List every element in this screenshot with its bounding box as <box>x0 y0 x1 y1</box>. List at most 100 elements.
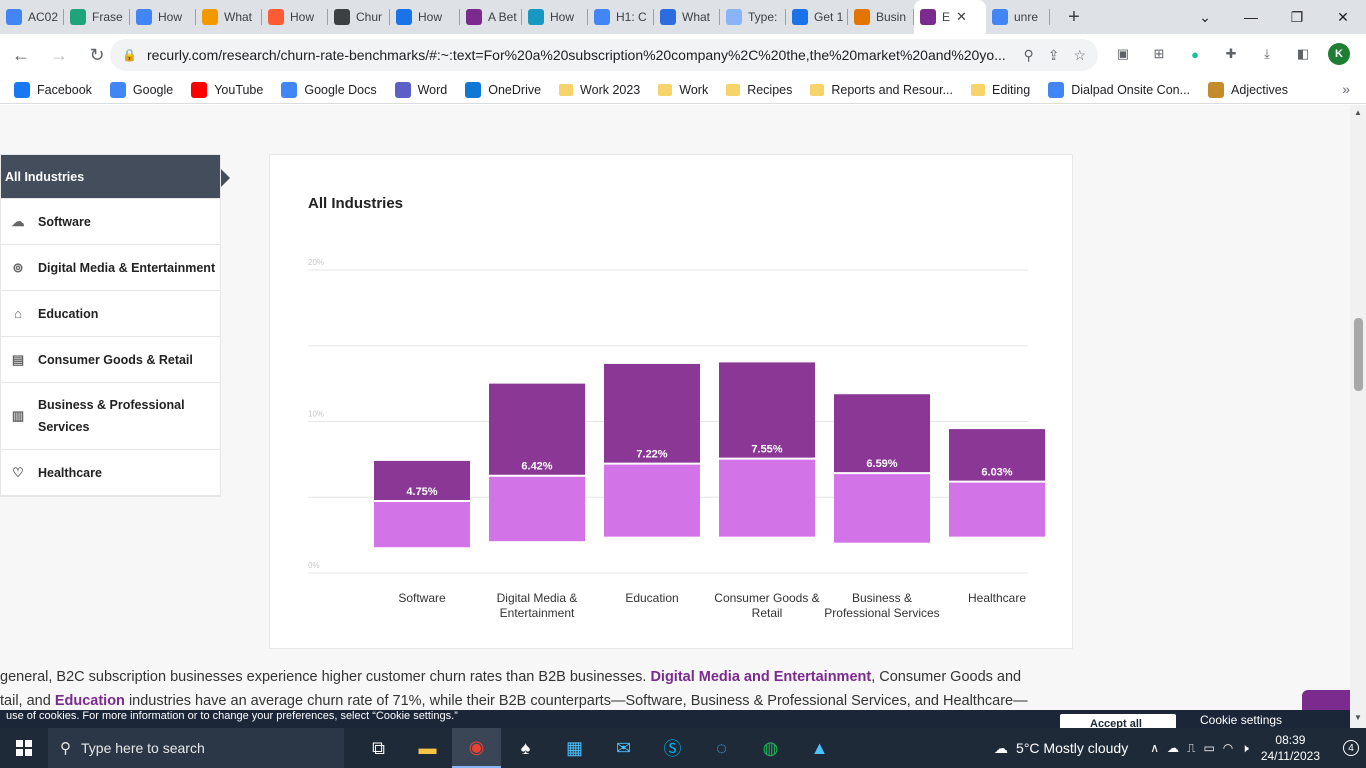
zoom-icon[interactable]: ⚲ <box>1023 46 1034 63</box>
cloudy-weather-icon: ☁ <box>994 739 1009 756</box>
minimize-button[interactable]: — <box>1244 9 1258 25</box>
bookmark-item[interactable]: YouTube <box>191 81 263 98</box>
scrollbar-thumb[interactable] <box>1354 318 1363 391</box>
profile-avatar[interactable]: K <box>1328 43 1350 65</box>
sidebar-item-software[interactable]: ☁ Software <box>1 199 220 245</box>
browser-tab[interactable]: E ✕ <box>914 0 986 34</box>
url-text[interactable]: recurly.com/research/churn-rate-benchmar… <box>146 47 1006 63</box>
bookmarks-overflow-icon[interactable]: » <box>1342 81 1350 97</box>
weather-widget[interactable]: ☁ 5°C Mostly cloudy <box>994 740 1128 757</box>
taskbar-search[interactable]: ⚲ Type here to search <box>48 728 344 768</box>
bookmark-label: Editing <box>991 82 1031 97</box>
browser-tab[interactable]: Chur <box>328 0 390 34</box>
wifi-icon[interactable]: ◠ <box>1222 740 1234 755</box>
extension-grey-icon[interactable]: ⊞ <box>1153 46 1165 61</box>
bookmark-item[interactable]: Dialpad Onsite Con... <box>1048 81 1190 98</box>
browser-tab[interactable]: How <box>522 0 588 34</box>
microsoft-store-icon[interactable]: ▦ <box>565 737 583 758</box>
accept-cookies-button[interactable]: Accept all <box>1060 714 1176 728</box>
volume-muted-icon[interactable]: 🕨 <box>1241 740 1249 755</box>
close-tab-icon[interactable]: ✕ <box>956 9 967 24</box>
browser-tab[interactable]: Type: <box>720 0 786 34</box>
sidebar-item-all-industries[interactable]: All Industries <box>1 155 220 199</box>
battery-icon[interactable]: ▭ <box>1203 740 1215 755</box>
browser-tab[interactable]: H1: C <box>588 0 654 34</box>
digital-media-link[interactable]: Digital Media and Entertainment <box>650 669 872 685</box>
edge-icon[interactable]: ◌ <box>716 737 727 758</box>
skype-icon[interactable]: Ⓢ <box>663 739 682 759</box>
puzzle-icon[interactable]: ✚ <box>1225 46 1237 61</box>
grammarly-icon[interactable]: ● <box>1191 46 1199 62</box>
chat-widget-tab[interactable] <box>1302 690 1350 710</box>
back-button[interactable]: ← <box>12 44 30 65</box>
chart-title: All Industries <box>308 195 404 212</box>
usb-icon[interactable]: ⎍ <box>1187 740 1196 755</box>
sidebar-item-healthcare[interactable]: ♡ Healthcare <box>1 450 220 496</box>
hubspot-icon <box>268 9 284 25</box>
address-bar[interactable]: 🔒 recurly.com/research/churn-rate-benchm… <box>110 39 1098 71</box>
bookmark-label: Work <box>679 82 709 97</box>
bookmark-item[interactable]: Recipes <box>726 83 792 97</box>
chrome-icon[interactable]: ◉ <box>452 728 501 768</box>
bookmark-item[interactable]: Adjectives <box>1208 81 1288 98</box>
sidebar-item-education[interactable]: ⌂ Education <box>1 291 220 337</box>
windows-start-button[interactable] <box>0 728 48 768</box>
browser-tab[interactable]: How <box>130 0 196 34</box>
browser-tab[interactable]: How <box>390 0 460 34</box>
forward-button[interactable]: → <box>50 44 68 65</box>
photos-icon[interactable]: ▲ <box>810 737 829 758</box>
task-view-icon[interactable]: ⧉ <box>372 737 385 758</box>
page-scrollbar[interactable]: ▲ ▼ <box>1350 105 1366 728</box>
browser-tab[interactable]: Frase <box>64 0 130 34</box>
mail-icon[interactable]: ✉ <box>615 737 632 758</box>
browser-tab[interactable]: Busin <box>848 0 914 34</box>
browser-tab[interactable]: unre <box>986 0 1050 34</box>
share-icon[interactable]: ⇪ <box>1047 46 1060 63</box>
bookmark-item[interactable]: Editing <box>970 82 1031 97</box>
clock[interactable]: 08:39 24/11/2023 <box>1261 732 1320 764</box>
bookmark-item[interactable]: OneDrive <box>465 81 541 98</box>
browser-tab[interactable]: A Bet <box>460 0 522 34</box>
scroll-down-arrow-icon[interactable]: ▼ <box>1354 713 1362 722</box>
solitaire-icon[interactable]: ♠ <box>520 737 531 758</box>
browser-tab[interactable]: AC02 <box>0 0 64 34</box>
bookmark-star-icon[interactable]: ☆ <box>1073 46 1086 63</box>
show-hidden-icons-icon[interactable]: ∧ <box>1150 740 1160 755</box>
bookmark-item[interactable]: Word <box>394 81 447 98</box>
cookie-settings-button[interactable]: Cookie settings <box>1200 713 1283 727</box>
onedrive-tray-icon[interactable]: ☁ <box>1167 740 1180 755</box>
extension-dark-icon[interactable]: ▣ <box>1116 46 1130 61</box>
folder-icon <box>559 83 574 96</box>
restore-button[interactable]: ❐ <box>1290 8 1304 25</box>
sidebar-item-consumer-goods-retail[interactable]: ▤ Consumer Goods & Retail <box>1 337 220 383</box>
sidebar-item-digital-media-entertainment[interactable]: ⊚ Digital Media & Entertainment <box>1 245 220 291</box>
heart-plus-icon: ♡ <box>12 464 24 480</box>
close-window-button[interactable]: ✕ <box>1337 8 1349 25</box>
side-panel-icon[interactable]: ◧ <box>1296 46 1310 61</box>
new-tab-button[interactable]: + <box>1068 5 1080 28</box>
scroll-up-arrow-icon[interactable]: ▲ <box>1354 108 1362 117</box>
tab-separator <box>587 9 588 25</box>
bookmark-item[interactable]: Facebook <box>14 81 92 98</box>
browser-tab[interactable]: How <box>262 0 328 34</box>
reload-button[interactable]: ↻ <box>89 44 105 65</box>
download-icon[interactable]: ⤓ <box>1264 46 1270 61</box>
bookmark-item[interactable]: Work 2023 <box>559 83 640 97</box>
spotify-icon[interactable]: ◍ <box>762 737 779 758</box>
bookmark-item[interactable]: Google <box>109 81 173 98</box>
extensions-area: ▣ ⊞ ● ✚ ⤓ ◧ K ⋮ <box>1112 43 1366 65</box>
browser-tab[interactable]: What <box>196 0 262 34</box>
file-explorer-icon[interactable]: ▬ <box>418 737 437 758</box>
sidebar-item-business-professional-services[interactable]: ▥ Business & Professional Services <box>1 383 220 450</box>
education-link[interactable]: Education <box>54 693 125 709</box>
bookmark-item[interactable]: Google Docs <box>281 81 377 98</box>
search-placeholder: Type here to search <box>81 740 205 756</box>
notifications-button[interactable]: 4 <box>1336 728 1366 768</box>
chart-card: All Industries 0% 10% 20% 4.75% Software 6.42… <box>269 154 1073 649</box>
tab-label: AC02 <box>28 10 59 24</box>
browser-tab[interactable]: Get 1 <box>786 0 848 34</box>
browser-tab[interactable]: What <box>654 0 720 34</box>
bookmark-item[interactable]: Work <box>658 83 708 97</box>
bookmark-item[interactable]: Reports and Resour... <box>810 83 953 97</box>
tab-search-chevron-icon[interactable]: ⌄ <box>1199 8 1211 25</box>
